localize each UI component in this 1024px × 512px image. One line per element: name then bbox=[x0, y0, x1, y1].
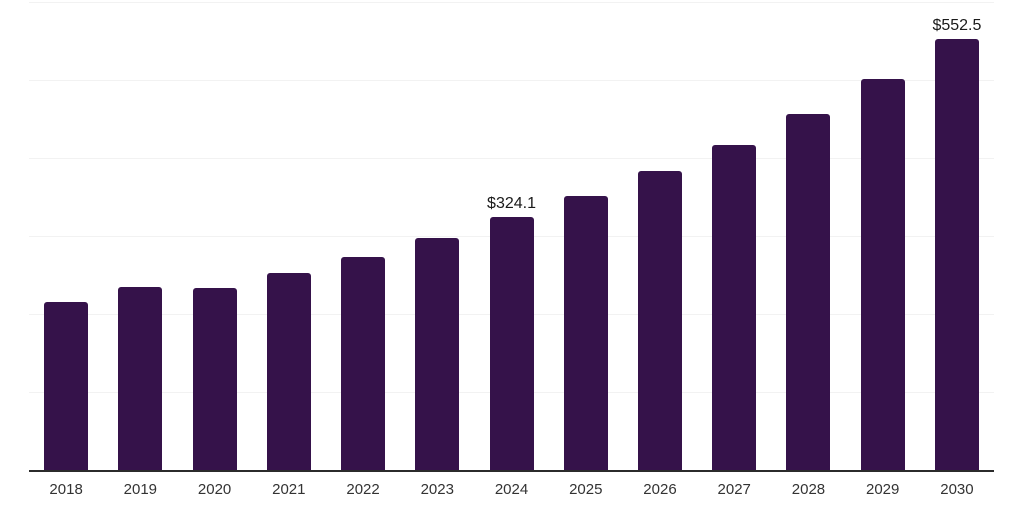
x-tick-label-2021: 2021 bbox=[272, 481, 306, 498]
bar-2024[interactable] bbox=[489, 217, 534, 470]
bar-slot-2021 bbox=[252, 2, 326, 470]
bar-2022[interactable] bbox=[341, 256, 386, 470]
bar-2026[interactable] bbox=[637, 170, 682, 470]
x-tick-label-2024: 2024 bbox=[494, 481, 529, 498]
gridline-600 bbox=[29, 2, 994, 3]
bar-2021[interactable] bbox=[266, 272, 311, 470]
bar-2030[interactable] bbox=[934, 39, 979, 470]
x-tick-label-2027: 2027 bbox=[717, 481, 751, 498]
x-tick-label-2028: 2028 bbox=[791, 481, 826, 498]
x-tick-label-2023: 2023 bbox=[420, 481, 454, 498]
value-label-2030: $552.5 bbox=[932, 17, 982, 35]
x-axis: 2018 2019 2020 2021 2022 2023 2024 2025 2026 2027… bbox=[29, 480, 994, 500]
bar-2018[interactable] bbox=[44, 301, 89, 470]
bar-2025[interactable] bbox=[563, 195, 608, 470]
bar-slot-2027 bbox=[697, 2, 771, 470]
bars-container: $324.1 $552.5 bbox=[29, 2, 994, 470]
bar-slot-2018 bbox=[29, 2, 103, 470]
bar-2028[interactable] bbox=[786, 113, 831, 470]
bar-slot-2028 bbox=[771, 2, 845, 470]
bar-slot-2026 bbox=[623, 2, 697, 470]
bar-slot-2020 bbox=[177, 2, 251, 470]
bar-2027[interactable] bbox=[712, 144, 757, 470]
bar-2029[interactable] bbox=[860, 78, 905, 470]
x-tick-label-2019: 2019 bbox=[123, 481, 158, 498]
bar-slot-2022 bbox=[326, 2, 400, 470]
x-tick-label-2030: 2030 bbox=[940, 481, 974, 498]
bar-slot-2019 bbox=[103, 2, 177, 470]
plot-area: $324.1 $552.5 bbox=[29, 2, 994, 472]
bar-slot-2029 bbox=[846, 2, 920, 470]
x-tick-label-2025: 2025 bbox=[569, 481, 603, 498]
bar-2020[interactable] bbox=[192, 288, 237, 470]
x-tick-label-2026: 2026 bbox=[643, 481, 677, 498]
x-tick-label-2022: 2022 bbox=[346, 481, 380, 498]
bar-slot-2030: $552.5 bbox=[920, 2, 994, 470]
x-tick-label-2018: 2018 bbox=[49, 481, 83, 498]
bar-slot-2023 bbox=[400, 2, 474, 470]
gridline-500 bbox=[29, 80, 994, 81]
bar-2023[interactable] bbox=[415, 237, 460, 470]
x-tick-label-2029: 2029 bbox=[866, 481, 900, 498]
bar-slot-2025 bbox=[549, 2, 623, 470]
bar-2019[interactable] bbox=[118, 287, 163, 470]
bar-slot-2024: $324.1 bbox=[474, 2, 548, 470]
gridline-400 bbox=[29, 158, 994, 160]
value-label-2024: $324.1 bbox=[487, 195, 536, 213]
x-tick-label-2020: 2020 bbox=[197, 481, 232, 498]
